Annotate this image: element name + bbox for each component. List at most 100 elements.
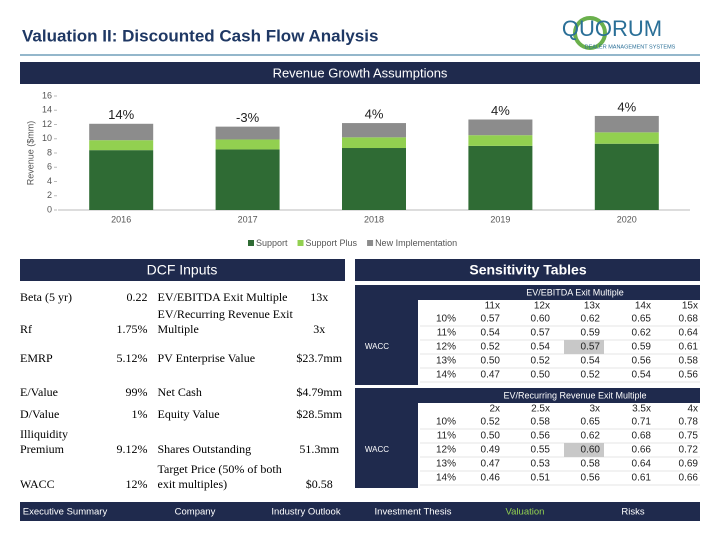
sensitivity-title-band <box>355 259 700 281</box>
y-tick-label: 10 <box>42 133 52 143</box>
dcf-row: WACC 12% Target Price (50% of both exit mu… <box>20 462 345 492</box>
output-label: EV/EBITDA Exit Multiple <box>157 290 288 304</box>
input-value: 12% <box>125 477 148 491</box>
bar-segment <box>594 115 659 133</box>
row-header: 14% <box>436 370 456 381</box>
sensitivity-title: Sensitivity Tables <box>469 262 586 278</box>
row-header: 11% <box>437 431 456 442</box>
table-cell: 0.58 <box>581 459 601 470</box>
table-cell: 0.58 <box>531 417 551 428</box>
nav-tab[interactable]: Risks <box>621 507 644 518</box>
nav-bar <box>20 502 700 521</box>
column-header: 3.5x <box>632 404 651 415</box>
row-header: 13% <box>436 459 456 470</box>
x-tick-label: 2017 <box>238 214 258 224</box>
bar-segment <box>89 150 154 210</box>
table-cell: 0.69 <box>679 459 699 470</box>
output-value: $0.58 <box>305 477 333 491</box>
table-header-band <box>355 285 700 300</box>
output-value: 13x <box>310 290 329 304</box>
row-header: 12% <box>436 445 456 456</box>
table-cell: 0.52 <box>481 342 501 353</box>
table-cell: 0.54 <box>632 370 652 381</box>
nav-tab[interactable]: Company <box>175 507 216 518</box>
table-cell: 0.59 <box>581 328 601 339</box>
table-cell: 0.66 <box>632 445 652 456</box>
table-cell: 0.53 <box>531 459 551 470</box>
table-title: EV/EBITDA Exit Multiple <box>526 287 624 297</box>
bar-segment <box>594 143 659 210</box>
table-cell: 0.57 <box>481 314 501 325</box>
table-cell: 0.52 <box>581 370 601 381</box>
growth-annotation: -3% <box>236 110 260 125</box>
nav-tab[interactable]: Investment Thesis <box>375 507 452 518</box>
table-cell: 0.57 <box>581 342 601 353</box>
table-cell: 0.60 <box>581 445 601 456</box>
column-header: 13x <box>584 301 600 312</box>
chart-title-band <box>20 62 700 84</box>
growth-annotation: 4% <box>617 99 636 114</box>
table-cell: 0.56 <box>531 431 551 442</box>
table-cell: 0.52 <box>481 417 501 428</box>
dcf-row: Rf 1.75% EV/Recurring Revenue Exit Multipl… <box>20 307 345 337</box>
x-tick-label: 2016 <box>111 214 131 224</box>
dcf-row: Beta (5 yr) 0.22 EV/EBITDA Exit Multiple 13… <box>20 290 345 305</box>
row-header: 13% <box>436 356 456 367</box>
column-header: 2.5x <box>531 404 550 415</box>
growth-annotation: 4% <box>365 107 384 122</box>
bar-segment <box>468 145 533 210</box>
growth-annotation: 14% <box>108 107 134 122</box>
growth-annotation: 4% <box>491 103 510 118</box>
row-header: 10% <box>436 314 456 325</box>
table-cell: 0.75 <box>679 431 699 442</box>
output-value: $28.5mm <box>296 407 343 421</box>
table-cell: 0.52 <box>531 356 551 367</box>
input-label: D/Value <box>20 407 60 421</box>
input-label: EMRP <box>20 351 53 365</box>
y-tick-label: 4 <box>47 176 52 186</box>
bar-segment <box>342 137 406 149</box>
highlight-cell <box>564 340 604 354</box>
table-cell: 0.72 <box>679 445 699 456</box>
table-cell: 0.66 <box>679 473 699 484</box>
table-cell: 0.59 <box>632 342 652 353</box>
input-label: Beta (5 yr) <box>20 290 72 304</box>
y-tick-label: 12 <box>42 119 52 129</box>
table-cell: 0.50 <box>531 370 551 381</box>
table-cell: 0.46 <box>481 473 501 484</box>
column-header: 3x <box>589 404 600 415</box>
bar-segment <box>215 149 280 210</box>
column-header: 2x <box>489 404 500 415</box>
table-cell: 0.60 <box>531 314 551 325</box>
dcf-row: D/Value 1% Equity Value $28.5mm <box>20 407 345 422</box>
output-value: 3x <box>313 322 326 336</box>
legend-label: New Implementation <box>375 238 457 248</box>
nav-tab[interactable]: Executive Summary <box>23 507 108 518</box>
table-cell: 0.64 <box>679 328 699 339</box>
nav-tab[interactable]: Industry Outlook <box>271 507 340 518</box>
highlight-cell <box>564 443 604 457</box>
input-value: 99% <box>125 385 148 399</box>
bar-segment <box>468 135 533 146</box>
legend-swatch <box>367 240 374 246</box>
column-header: 12x <box>534 301 550 312</box>
table-header-band <box>355 388 700 403</box>
table-cell: 0.61 <box>632 473 652 484</box>
input-value: 0.22 <box>126 290 148 304</box>
table-cell: 0.56 <box>581 473 601 484</box>
row-header: 12% <box>436 342 456 353</box>
logo-ring <box>573 16 607 50</box>
input-value: 1.75% <box>116 322 148 336</box>
output-value: $4.79mm <box>296 385 343 399</box>
input-value: 1% <box>131 407 148 421</box>
table-cell: 0.65 <box>581 417 601 428</box>
bar-segment <box>342 123 406 138</box>
table-cell: 0.54 <box>581 356 601 367</box>
nav-tab[interactable]: Valuation <box>506 507 545 518</box>
table-cell: 0.54 <box>531 342 551 353</box>
input-label: E/Value <box>20 385 58 399</box>
table-cell: 0.58 <box>679 356 699 367</box>
output-value: 51.3mm <box>299 442 340 456</box>
table-cell: 0.56 <box>679 370 699 381</box>
dcf-title: DCF Inputs <box>147 262 218 278</box>
